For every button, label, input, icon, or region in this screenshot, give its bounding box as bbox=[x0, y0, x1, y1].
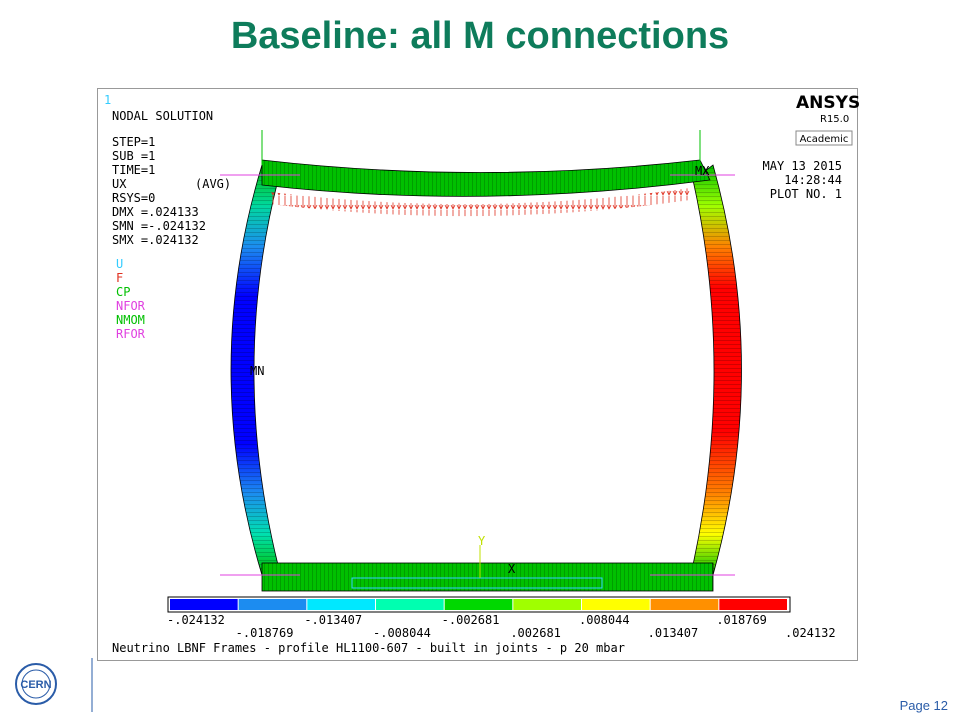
page-number: Page 12 bbox=[900, 698, 948, 713]
info-line: SUB =1 bbox=[112, 149, 155, 163]
avg-label: (AVG) bbox=[195, 177, 231, 191]
colorbar-label: -.018769 bbox=[236, 626, 294, 640]
colorbar-label: .008044 bbox=[579, 613, 630, 627]
colorbar-label: .013407 bbox=[648, 626, 699, 640]
info-line: RSYS=0 bbox=[112, 191, 155, 205]
window-number: 1 bbox=[104, 93, 111, 107]
date: MAY 13 2015 bbox=[763, 159, 842, 173]
colorbar-segment bbox=[719, 599, 787, 610]
colorbar-label: .002681 bbox=[510, 626, 561, 640]
license-box bbox=[795, 130, 853, 146]
time: 14:28:44 bbox=[784, 173, 842, 187]
colorbar-segment bbox=[238, 599, 307, 610]
colorbar-segment bbox=[376, 599, 444, 610]
symbol-legend: CP bbox=[116, 285, 130, 299]
frame-model bbox=[220, 130, 742, 592]
node-label: MX bbox=[695, 164, 710, 178]
info-line: UX bbox=[112, 177, 127, 191]
info-line: TIME=1 bbox=[112, 163, 155, 177]
brand: ANSYS bbox=[796, 93, 860, 113]
info-line: SMN =-.024132 bbox=[112, 219, 206, 233]
plot-number: PLOT NO. 1 bbox=[770, 187, 842, 201]
node-label: MN bbox=[250, 364, 264, 378]
plot-annotations: 1 NODAL SOLUTION (AVG) ANSYS R15.0 Acade… bbox=[104, 93, 860, 655]
symbol-legend: NMOM bbox=[116, 313, 145, 327]
slide-title: Baseline: all M connections bbox=[231, 15, 729, 57]
colorbar-label: -.002681 bbox=[442, 613, 500, 627]
symbol-legend: F bbox=[116, 271, 123, 285]
node-label: Y bbox=[478, 534, 486, 548]
colorbar-segment bbox=[650, 599, 719, 610]
colorbar-segment bbox=[170, 599, 238, 610]
colorbar-segment bbox=[444, 599, 513, 610]
result-heading: NODAL SOLUTION bbox=[112, 109, 213, 123]
colorbar-label: .018769 bbox=[716, 613, 767, 627]
info-line: STEP=1 bbox=[112, 135, 155, 149]
colorbar-label: -.024132 bbox=[167, 613, 225, 627]
colorbar-label: -.008044 bbox=[373, 626, 431, 640]
version: R15.0 bbox=[820, 114, 849, 125]
colorbar-label: .024132 bbox=[785, 626, 836, 640]
colorbar-segment bbox=[582, 599, 650, 610]
caption: Neutrino LBNF Frames - profile HL1100-60… bbox=[112, 641, 625, 655]
license: Academic bbox=[800, 134, 849, 145]
symbol-legend: U bbox=[116, 257, 123, 271]
colorbar-segment bbox=[307, 599, 375, 610]
info-line: SMX =.024132 bbox=[112, 233, 199, 247]
symbol-legend: NFOR bbox=[116, 299, 146, 313]
node-label: X bbox=[508, 562, 516, 576]
symbol-legend: RFOR bbox=[116, 327, 146, 341]
logo-text: CERN bbox=[20, 679, 51, 691]
colorbar-segment bbox=[513, 599, 581, 610]
colorbar-label: -.013407 bbox=[304, 613, 362, 627]
cern-logo: CERN bbox=[15, 658, 93, 712]
info-line: DMX =.024133 bbox=[112, 205, 199, 219]
